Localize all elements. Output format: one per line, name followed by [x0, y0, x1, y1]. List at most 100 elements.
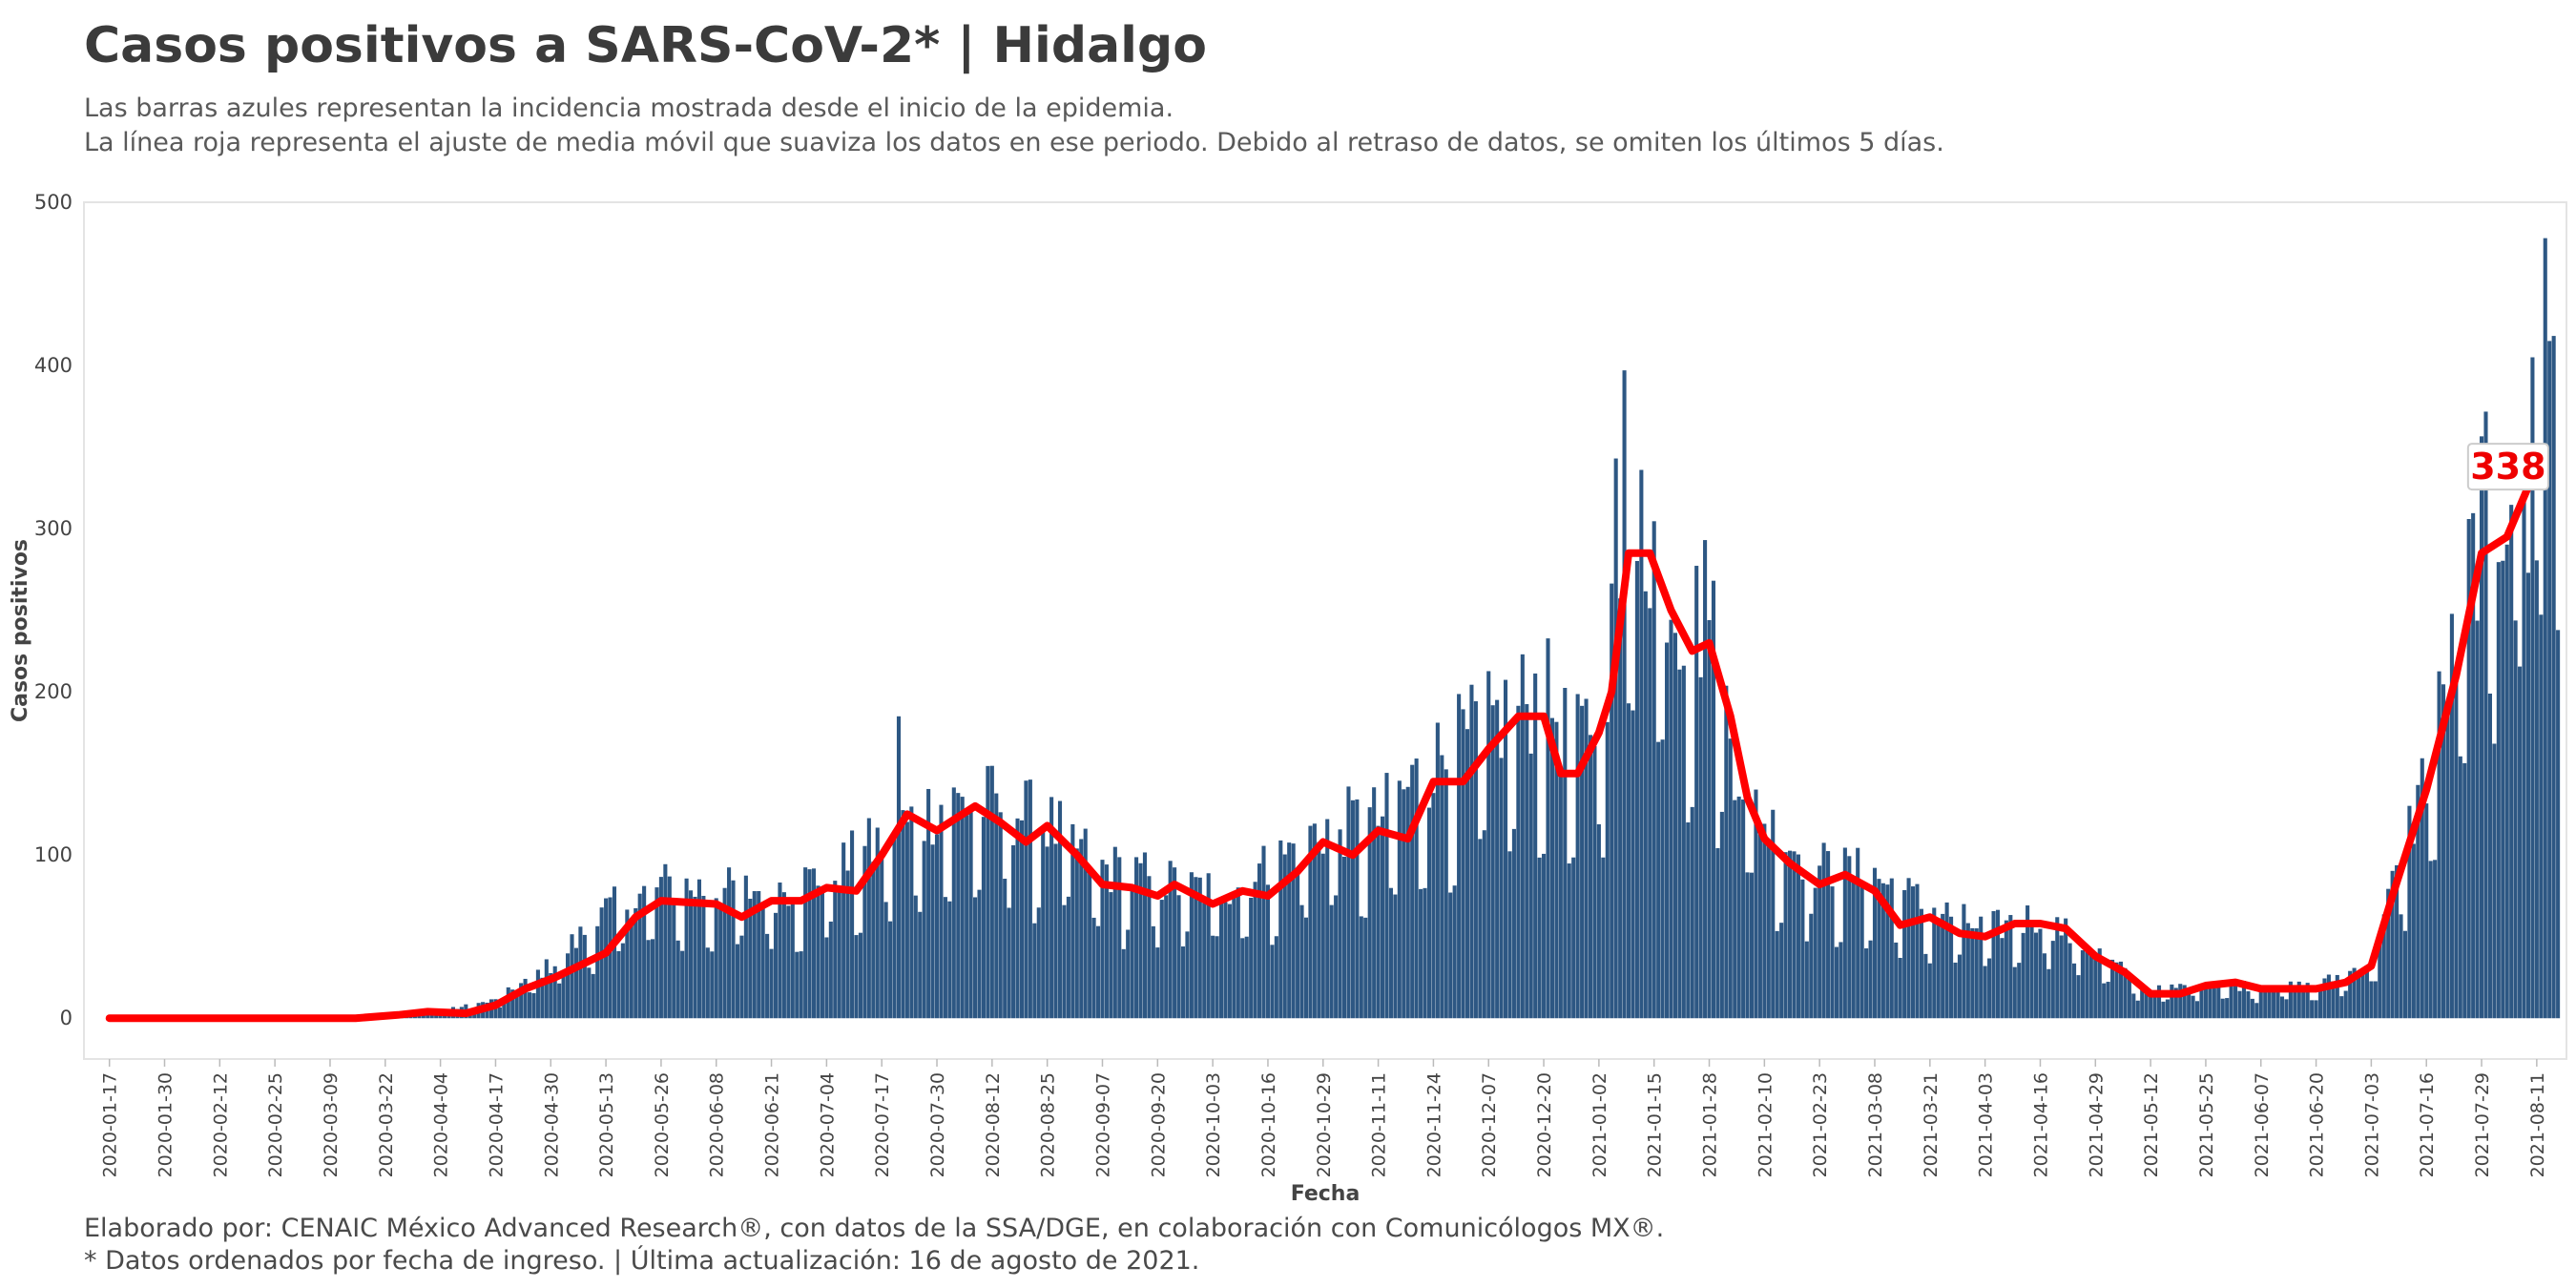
daily-cases-bar [1809, 913, 1814, 1019]
daily-cases-bar [2509, 505, 2514, 1019]
daily-cases-bar [2462, 762, 2467, 1019]
daily-cases-bar [1923, 953, 1928, 1019]
daily-cases-bar [2364, 966, 2369, 1019]
daily-cases-bar [1338, 829, 1342, 1019]
daily-cases-bar [1537, 857, 1542, 1019]
daily-cases-bar [892, 830, 897, 1019]
daily-cases-bar [1665, 642, 1670, 1019]
x-tick-label: 2021-01-15 [1645, 1072, 1666, 1177]
last-value-box [2466, 443, 2549, 491]
daily-cases-bar [1949, 916, 1954, 1019]
daily-cases-bar [663, 863, 668, 1019]
daily-cases-bar [841, 842, 846, 1019]
daily-cases-bar [718, 908, 723, 1019]
x-tick-label: 2020-12-07 [1479, 1072, 1500, 1177]
daily-cases-bar [1036, 907, 1041, 1019]
plot-panel [83, 201, 2567, 1060]
daily-cases-bar [1880, 883, 1885, 1019]
daily-cases-bar [2275, 987, 2280, 1019]
x-tick-label: 2020-09-20 [1148, 1072, 1169, 1177]
daily-cases-bar [2551, 336, 2556, 1019]
daily-cases-bar [1367, 807, 1372, 1019]
daily-cases-bar [1516, 705, 1521, 1019]
x-tick-label: 2020-11-24 [1423, 1072, 1444, 1177]
daily-cases-bar [696, 879, 701, 1019]
daily-cases-bar [582, 934, 587, 1019]
daily-cases-bar [1189, 872, 1194, 1019]
daily-cases-bar [760, 907, 765, 1019]
x-tick-label: 2020-03-22 [376, 1072, 397, 1177]
daily-cases-bar [1839, 942, 1843, 1019]
daily-cases-bar [1987, 958, 1992, 1019]
daily-cases-bar [2123, 967, 2128, 1019]
daily-cases-bar [1596, 823, 1601, 1019]
daily-cases-bar [2496, 562, 2501, 1019]
daily-cases-bar [1584, 698, 1589, 1019]
daily-cases-bar [977, 889, 982, 1019]
daily-cases-bar [2369, 981, 2374, 1019]
daily-cases-bar [1465, 729, 1470, 1019]
incidence-chart: 0 100 200 300 400 500 338 2020-01-17 2020-01-3… [9, 191, 2567, 1206]
daily-cases-bar [625, 909, 630, 1019]
daily-cases-bar [1686, 822, 1691, 1019]
daily-cases-bar [1112, 846, 1117, 1019]
daily-cases-bar [650, 939, 655, 1019]
daily-cases-bar [880, 853, 884, 1019]
daily-cases-bar [2267, 991, 2272, 1019]
daily-cases-bar [1291, 843, 1296, 1019]
daily-cases-bar [1168, 861, 1173, 1019]
daily-cases-bar [2556, 630, 2561, 1019]
daily-cases-bar [1902, 889, 1907, 1019]
daily-cases-bar [858, 932, 863, 1019]
daily-cases-bar [1766, 845, 1771, 1019]
y-tick-label: 300 [34, 517, 73, 540]
daily-cases-bar [2021, 932, 2025, 1019]
daily-cases-bar [2064, 918, 2068, 1019]
daily-cases-bar [1448, 892, 1453, 1019]
daily-cases-bar [1503, 679, 1508, 1019]
daily-cases-bar [2127, 978, 2131, 1019]
moving-average-line [105, 463, 2541, 1023]
daily-cases-bar [1669, 619, 1673, 1019]
daily-cases-bar [1469, 684, 1474, 1019]
daily-cases-bar [1019, 820, 1025, 1019]
daily-cases-bar [1363, 917, 1368, 1019]
daily-cases-bar [2191, 995, 2195, 1019]
daily-cases-bar [2012, 966, 2017, 1019]
daily-cases-bar [2233, 984, 2238, 1019]
daily-cases-bar [2352, 967, 2357, 1019]
daily-cases-bar [1444, 769, 1448, 1019]
daily-cases-bar [2395, 864, 2399, 1019]
daily-cases-bar [1299, 904, 1304, 1019]
x-axis: 2020-01-17 2020-01-30 2020-02-12 2020-02-25… [100, 1059, 2548, 1177]
daily-cases-bar [888, 921, 893, 1019]
daily-cases-bar [2178, 984, 2183, 1019]
daily-cases-bar [1563, 687, 1568, 1019]
daily-cases-bar [1126, 929, 1131, 1019]
daily-cases-bar [2420, 758, 2424, 1019]
daily-cases-bar [896, 716, 902, 1019]
x-tick-label: 2020-06-08 [707, 1072, 728, 1177]
daily-cases-bar [1384, 773, 1389, 1019]
daily-cases-bar [1320, 853, 1325, 1019]
daily-cases-bar [1249, 897, 1254, 1019]
daily-cases-bar [646, 940, 651, 1019]
daily-cases-bar [1970, 927, 1975, 1019]
daily-cases-bar [1520, 654, 1525, 1019]
x-tick-label: 2021-04-29 [2086, 1072, 2107, 1177]
x-tick-label: 2021-08-11 [2527, 1072, 2548, 1177]
daily-cases-bar [2246, 991, 2251, 1019]
daily-cases-bar [1575, 694, 1580, 1019]
daily-cases-bar [705, 947, 710, 1019]
daily-cases-bar [2000, 938, 2005, 1019]
daily-cases-bar [2161, 1001, 2166, 1019]
daily-cases-bar [1703, 540, 1708, 1019]
daily-cases-bar [1749, 872, 1755, 1019]
daily-cases-bar [1236, 887, 1240, 1019]
last-value-annotation: 338 [2466, 443, 2549, 491]
daily-cases-bar [1800, 879, 1805, 1019]
daily-cases-bar [535, 969, 540, 1019]
daily-cases-bar [2029, 925, 2034, 1019]
daily-cases-bar [1626, 703, 1631, 1019]
daily-cases-bar [939, 804, 944, 1019]
